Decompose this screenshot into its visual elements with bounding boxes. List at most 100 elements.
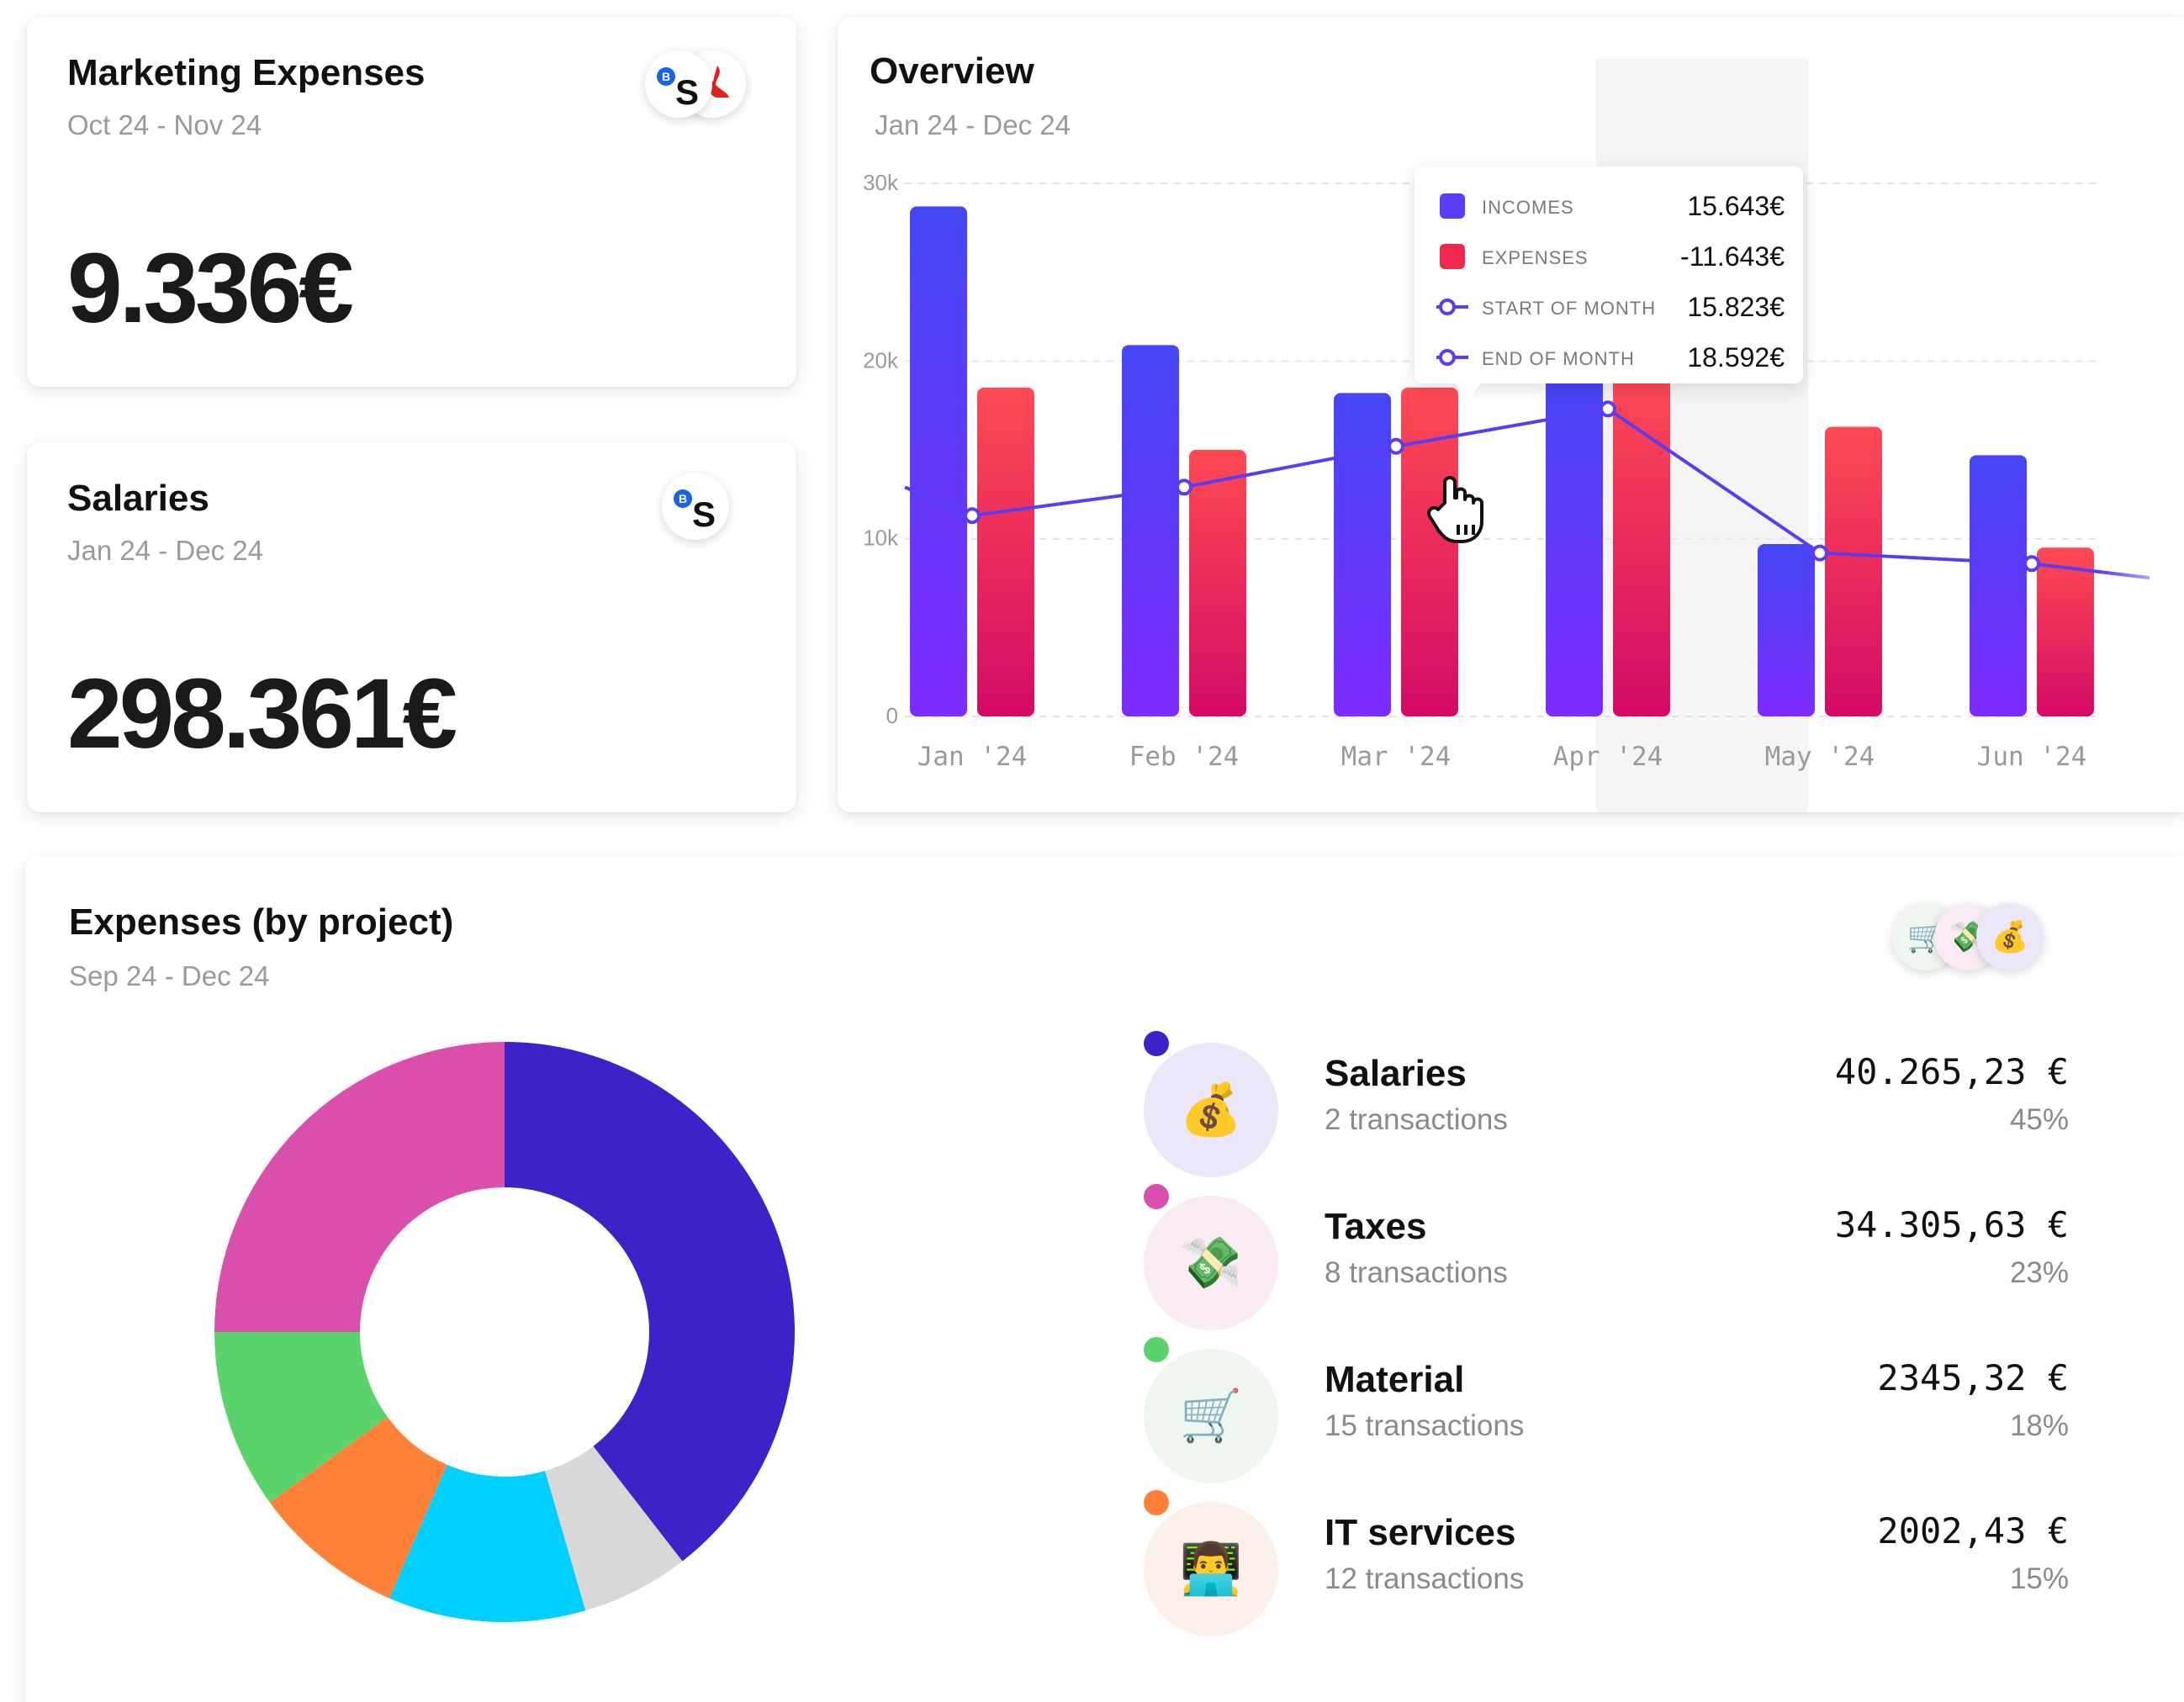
project-transactions: 15 transactions bbox=[1325, 1409, 1525, 1442]
x-tick-label: Apr '24 bbox=[1553, 742, 1663, 772]
project-transactions: 12 transactions bbox=[1325, 1562, 1525, 1595]
legend-swatch bbox=[1440, 244, 1465, 269]
expense-bar bbox=[2037, 547, 2094, 716]
income-bar bbox=[1122, 345, 1179, 716]
end-of-month-point bbox=[1600, 400, 1616, 418]
y-tick-label: 0 bbox=[886, 703, 898, 728]
end-of-month-point bbox=[964, 507, 981, 525]
end-of-month-point bbox=[1388, 437, 1404, 455]
expense-bar bbox=[1401, 388, 1458, 716]
project-percent: 45% bbox=[2009, 1103, 2069, 1136]
income-bar bbox=[1970, 455, 2027, 716]
card-amount: 9.336€ bbox=[67, 233, 354, 344]
projects-title: Expenses (by project) bbox=[69, 901, 454, 943]
card-amount: 298.361€ bbox=[67, 658, 457, 769]
donut-segment bbox=[269, 1417, 447, 1599]
income-bar bbox=[1546, 369, 1603, 716]
legend-swatch bbox=[1440, 193, 1465, 219]
bank-logo-circle: B S bbox=[645, 50, 712, 118]
overview-title: Overview bbox=[870, 50, 1034, 92]
end-of-month-point bbox=[2023, 555, 2040, 573]
expenses-by-project-card: Expenses (by project) Sep 24 - Dec 24 🛒 … bbox=[25, 856, 2184, 1702]
salaries-card[interactable]: Salaries Jan 24 - Dec 24 298.361€ B S bbox=[27, 442, 796, 812]
marketing-expenses-card[interactable]: Marketing Expenses Oct 24 - Nov 24 9.336… bbox=[27, 17, 796, 387]
bank-s-letter: S bbox=[692, 494, 717, 534]
tooltip-value: 15.823€ bbox=[1687, 292, 1785, 322]
hand-cursor-icon bbox=[1427, 476, 1483, 543]
tooltip-label: END OF MONTH bbox=[1482, 348, 1635, 369]
project-color-dot bbox=[1144, 1490, 1169, 1515]
project-percent: 23% bbox=[2009, 1256, 2069, 1289]
project-name: Salaries bbox=[1325, 1053, 1467, 1094]
project-percent: 15% bbox=[2009, 1562, 2069, 1595]
project-row[interactable]: 💰 Salaries 2 transactions 40.265,23 € 45% bbox=[1144, 1031, 2069, 1177]
bank-logos: B S bbox=[645, 50, 754, 126]
project-color-dot bbox=[1144, 1337, 1169, 1362]
end-of-month-point bbox=[1176, 478, 1192, 496]
y-tick-label: 20k bbox=[863, 347, 899, 373]
bank-logo-circle: B S bbox=[662, 473, 729, 540]
project-amount: 34.305,63 € bbox=[1834, 1204, 2069, 1245]
card-date-range: Oct 24 - Nov 24 bbox=[67, 109, 262, 140]
donut-segment bbox=[214, 1332, 388, 1503]
card-date-range: Jan 24 - Dec 24 bbox=[67, 535, 263, 566]
project-row[interactable]: 💸 Taxes 8 transactions 34.305,63 € 23% bbox=[1144, 1184, 2069, 1330]
project-row[interactable]: 🛒 Material 15 transactions 2345,32 € 18% bbox=[1144, 1337, 2069, 1483]
project-amount: 2345,32 € bbox=[1877, 1357, 2069, 1398]
x-tick-label: Jun '24 bbox=[1977, 742, 2087, 772]
legend-line-marker bbox=[1439, 349, 1456, 366]
income-bar bbox=[910, 206, 967, 716]
end-of-month-line bbox=[904, 407, 2150, 580]
project-name: Taxes bbox=[1325, 1206, 1427, 1247]
income-bar bbox=[1334, 393, 1391, 716]
x-tick-label: Mar '24 bbox=[1341, 742, 1452, 772]
tooltip-value: 15.643€ bbox=[1687, 191, 1785, 221]
expense-bar bbox=[1189, 450, 1246, 716]
expense-bar bbox=[977, 388, 1034, 716]
expenses-donut-chart[interactable] bbox=[202, 1029, 807, 1635]
income-bar bbox=[1758, 544, 1815, 716]
chart-right-fade bbox=[2099, 143, 2184, 782]
x-tick-label: May '24 bbox=[1765, 742, 1875, 772]
tooltip: INCOMES 15.643€ EXPENSES -11.643€ START OF M… bbox=[1415, 166, 1803, 400]
project-name: IT services bbox=[1325, 1512, 1516, 1553]
bank-b-badge: B bbox=[674, 489, 692, 508]
project-icon: 🛒 bbox=[1144, 1349, 1278, 1483]
tooltip-label: EXPENSES bbox=[1482, 247, 1589, 268]
project-row[interactable]: 👨‍💻 IT services 12 transactions 2002,43 € 15… bbox=[1144, 1490, 2069, 1636]
expense-bar bbox=[1825, 426, 1882, 716]
project-name: Material bbox=[1325, 1359, 1465, 1400]
donut-segment bbox=[505, 1042, 796, 1562]
y-tick-label: 10k bbox=[863, 526, 899, 551]
project-icon: 💰 bbox=[1144, 1043, 1278, 1177]
overview-date-range: Jan 24 - Dec 24 bbox=[875, 109, 1071, 140]
x-tick-label: Jan '24 bbox=[917, 742, 1028, 772]
card-title: Marketing Expenses bbox=[67, 52, 426, 93]
legend-line-marker bbox=[1439, 299, 1456, 315]
project-list: 💰 Salaries 2 transactions 40.265,23 € 45% 💸 Ta… bbox=[1144, 1031, 2069, 1648]
project-amount: 2002,43 € bbox=[1877, 1510, 2069, 1551]
project-icons-stack: 🛒 💸 💰 bbox=[1892, 903, 2060, 979]
project-icon: 👨‍💻 bbox=[1144, 1502, 1278, 1636]
donut-segment bbox=[214, 1042, 505, 1332]
money-bag-icon: 💰 bbox=[1976, 903, 2044, 970]
tooltip-value: -11.643€ bbox=[1680, 241, 1785, 272]
overview-card: Overview Jan 24 - Dec 24 0 10k 20k 30k Jan … bbox=[838, 17, 2184, 812]
overview-chart[interactable]: 0 10k 20k 30k Jan '24 Feb '24 Mar '24 Apr '24 M… bbox=[838, 17, 2184, 812]
donut-segment bbox=[544, 1446, 683, 1611]
tooltip-label: INCOMES bbox=[1482, 197, 1574, 218]
donut-segment bbox=[389, 1464, 586, 1622]
projects-date-range: Sep 24 - Dec 24 bbox=[69, 960, 270, 991]
tooltip-value: 18.592€ bbox=[1687, 342, 1785, 373]
bank-s-letter: S bbox=[675, 72, 700, 112]
project-color-dot bbox=[1144, 1031, 1169, 1056]
project-color-dot bbox=[1144, 1184, 1169, 1209]
tooltip-label: START OF MONTH bbox=[1482, 298, 1656, 319]
project-transactions: 8 transactions bbox=[1325, 1256, 1508, 1289]
expense-bar bbox=[1613, 369, 1670, 716]
project-icon: 💸 bbox=[1144, 1196, 1278, 1330]
project-percent: 18% bbox=[2009, 1409, 2069, 1442]
x-tick-label: Feb '24 bbox=[1129, 742, 1240, 772]
project-amount: 40.265,23 € bbox=[1834, 1051, 2069, 1092]
project-transactions: 2 transactions bbox=[1325, 1103, 1508, 1136]
